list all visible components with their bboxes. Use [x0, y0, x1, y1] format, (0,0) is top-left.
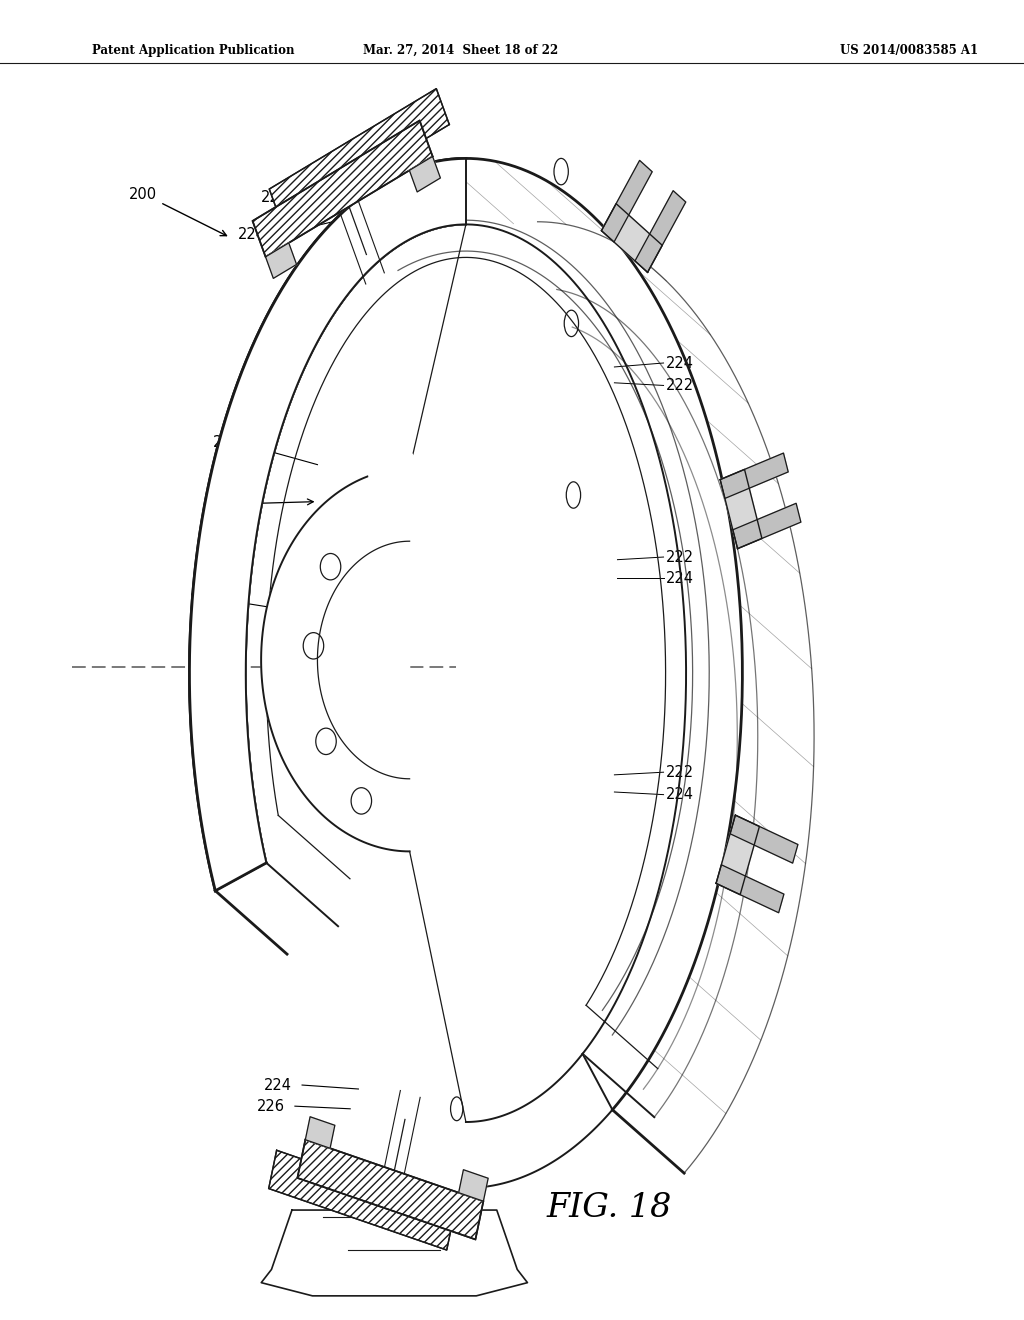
Polygon shape	[269, 88, 450, 224]
Text: 226: 226	[257, 1098, 285, 1114]
Polygon shape	[253, 120, 432, 257]
Polygon shape	[268, 1150, 455, 1250]
Text: 226: 226	[261, 190, 289, 206]
Text: 224: 224	[239, 227, 266, 243]
Polygon shape	[733, 503, 801, 549]
Text: Patent Application Publication: Patent Application Publication	[92, 44, 295, 57]
Circle shape	[369, 451, 399, 491]
Polygon shape	[720, 470, 762, 549]
Text: 224: 224	[666, 355, 693, 371]
Text: 224: 224	[666, 570, 693, 586]
Circle shape	[386, 449, 417, 488]
Polygon shape	[253, 120, 432, 257]
Polygon shape	[730, 816, 798, 863]
Text: FIG. 18: FIG. 18	[547, 1192, 672, 1224]
Text: 222: 222	[666, 764, 693, 780]
Text: 222: 222	[666, 549, 693, 565]
Polygon shape	[265, 243, 297, 279]
Text: 220: 220	[213, 434, 241, 450]
Polygon shape	[305, 1117, 335, 1148]
Polygon shape	[189, 158, 466, 891]
Text: Mar. 27, 2014  Sheet 18 of 22: Mar. 27, 2014 Sheet 18 of 22	[364, 44, 558, 57]
Text: 222: 222	[666, 378, 693, 393]
Polygon shape	[261, 1210, 527, 1296]
Polygon shape	[716, 865, 784, 912]
Text: 204: 204	[390, 124, 429, 156]
Text: 218: 218	[190, 593, 218, 609]
Polygon shape	[297, 1139, 483, 1239]
Polygon shape	[410, 157, 440, 191]
Text: 224: 224	[264, 1077, 292, 1093]
Polygon shape	[601, 203, 663, 272]
Polygon shape	[635, 190, 686, 272]
Polygon shape	[189, 158, 466, 891]
Polygon shape	[720, 453, 788, 499]
Text: 200: 200	[129, 186, 226, 236]
Polygon shape	[261, 469, 410, 851]
Polygon shape	[459, 1170, 488, 1201]
Text: 224: 224	[666, 787, 693, 803]
Polygon shape	[716, 816, 760, 895]
Text: US 2014/0083585 A1: US 2014/0083585 A1	[840, 44, 978, 57]
Polygon shape	[297, 1139, 483, 1239]
Polygon shape	[601, 161, 652, 242]
Text: 202: 202	[211, 496, 313, 512]
Polygon shape	[466, 1053, 612, 1188]
